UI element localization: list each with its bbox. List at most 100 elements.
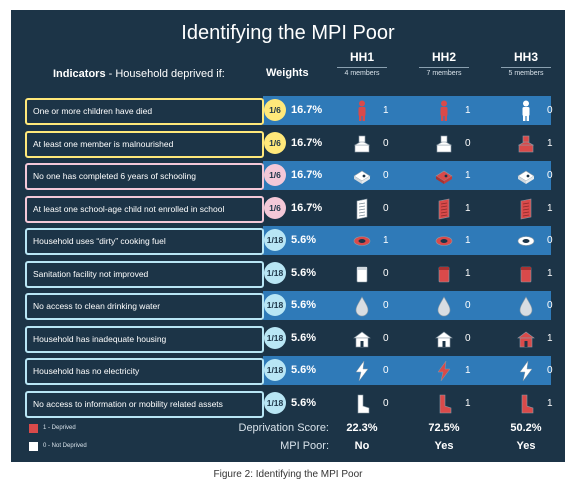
mpi-poor-label: MPI Poor: xyxy=(280,440,329,452)
food-icon xyxy=(517,135,535,152)
mpi-chart-panel: Identifying the MPI Poor Indicators - Ho… xyxy=(11,10,565,462)
weight-percent: 5.6% xyxy=(291,331,317,344)
weight-badge: 1/18 xyxy=(264,391,286,414)
household-1-cell: 1 xyxy=(339,96,419,125)
household-divider xyxy=(419,67,469,68)
deprivation-value: 0 xyxy=(383,202,389,214)
household-divider xyxy=(337,67,387,68)
weight-badge: 1/6 xyxy=(264,99,286,121)
household-1-cell: 1 xyxy=(339,226,419,255)
deprivation-value: 0 xyxy=(383,365,389,376)
mpi-poor-value: Yes xyxy=(516,440,536,452)
row-stripe xyxy=(263,226,551,255)
deprivation-value: 1 xyxy=(383,105,389,116)
household-1-cell: 0 xyxy=(339,194,419,223)
fuel-ring-icon xyxy=(517,236,535,246)
indicator-label: Household has inadequate housing xyxy=(25,325,264,353)
household-3-cell: 0 xyxy=(503,226,576,255)
deprivation-value: 1 xyxy=(547,137,553,149)
lightning-icon xyxy=(355,360,369,382)
household-2-cell: 0 xyxy=(421,129,501,158)
household-header-3: HH3 5 members xyxy=(497,50,555,77)
deprivation-value: 0 xyxy=(383,170,389,181)
deprivation-value: 0 xyxy=(383,332,389,344)
deprivation-value: 0 xyxy=(465,300,471,311)
person-icon xyxy=(522,100,530,121)
water-drop-icon xyxy=(355,296,369,317)
weight-percent: 5.6% xyxy=(291,266,317,279)
weight-badge: 1/18 xyxy=(264,261,286,284)
weight-percent: 5.6% xyxy=(291,364,317,376)
household-1-cell: 0 xyxy=(339,129,419,158)
legend-swatch xyxy=(29,442,38,451)
household-3-cell: 1 xyxy=(503,194,576,223)
household-members: 7 members xyxy=(426,70,462,77)
household-1-cell: 0 xyxy=(339,356,419,385)
household-1-cell: 0 xyxy=(339,324,419,353)
household-3-cell: 0 xyxy=(503,161,576,190)
weight-badge: 1/18 xyxy=(264,294,286,316)
deprivation-value: 1 xyxy=(547,202,553,214)
indicator-row: One or more children have died 1/6 16.7% 1 1… xyxy=(11,96,565,125)
household-3-cell: 1 xyxy=(503,324,576,353)
row-stripe xyxy=(263,291,551,320)
toilet-icon xyxy=(520,266,532,282)
household-2-cell: 0 xyxy=(421,324,501,353)
indicators-header-label: Indicators xyxy=(53,68,106,80)
deprivation-value: 1 xyxy=(547,397,553,409)
person-icon xyxy=(440,100,448,121)
deprivation-value: 0 xyxy=(547,235,553,246)
deprivation-score-label: Deprivation Score: xyxy=(238,422,330,434)
indicator-row: At least one member is malnourished 1/6 16… xyxy=(11,129,565,158)
figure-caption: Figure 2: Identifying the MPI Poor xyxy=(213,469,363,480)
household-divider xyxy=(501,67,551,68)
deprivation-value: 1 xyxy=(465,105,471,116)
household-2-cell: 1 xyxy=(421,389,501,418)
deprivation-value: 0 xyxy=(383,300,389,311)
deprivation-value: 1 xyxy=(547,267,553,279)
indicator-row: Household has inadequate housing 1/18 5.6%… xyxy=(11,324,565,353)
deprivation-value: 0 xyxy=(465,137,471,149)
legend-label: 0 - Not Deprived xyxy=(43,443,87,449)
deprivation-value: 1 xyxy=(465,235,471,246)
deprivation-value: 1 xyxy=(465,397,471,409)
indicator-row: At least one school-age child not enroll… xyxy=(11,194,565,223)
lightning-icon xyxy=(437,360,451,382)
household-2-cell: 1 xyxy=(421,356,501,385)
deprivation-value: 0 xyxy=(383,267,389,279)
deprivation-value: 0 xyxy=(383,137,389,149)
mpi-poor-value: No xyxy=(354,440,370,452)
book-icon xyxy=(517,170,535,184)
notebook-icon xyxy=(438,198,450,219)
house-icon xyxy=(353,331,371,347)
lightning-icon xyxy=(519,360,533,382)
weight-percent: 5.6% xyxy=(291,234,317,246)
weight-percent: 16.7% xyxy=(291,104,323,116)
indicators-header-sub: - Household deprived if: xyxy=(108,68,225,80)
weight-percent: 16.7% xyxy=(291,136,323,149)
deprivation-score-value: 22.3% xyxy=(346,422,378,434)
indicator-label: No one has completed 6 years of schoolin… xyxy=(25,163,264,190)
indicator-label: Sanitation facility not improved xyxy=(25,260,264,288)
household-2-cell: 1 xyxy=(421,259,501,288)
household-3-cell: 1 xyxy=(503,389,576,418)
household-2-cell: 1 xyxy=(421,96,501,125)
boot-icon xyxy=(357,394,370,413)
legend-label: 1 - Deprived xyxy=(43,425,76,431)
household-1-cell: 0 xyxy=(339,259,419,288)
legend-swatch xyxy=(29,424,38,433)
household-3-cell: 0 xyxy=(503,356,576,385)
indicator-label: At least one school-age child not enroll… xyxy=(25,195,264,223)
weight-badge: 1/18 xyxy=(264,359,286,381)
weight-percent: 5.6% xyxy=(291,396,317,409)
household-header-1: HH1 4 members xyxy=(333,50,391,77)
toilet-icon xyxy=(356,266,368,282)
household-members: 4 members xyxy=(344,70,380,77)
chart-title: Identifying the MPI Poor xyxy=(181,22,395,44)
food-icon xyxy=(353,135,371,152)
house-icon xyxy=(435,331,453,347)
household-1-cell: 0 xyxy=(339,291,419,320)
toilet-icon xyxy=(438,266,450,282)
household-2-cell: 1 xyxy=(421,194,501,223)
house-icon xyxy=(517,331,535,347)
